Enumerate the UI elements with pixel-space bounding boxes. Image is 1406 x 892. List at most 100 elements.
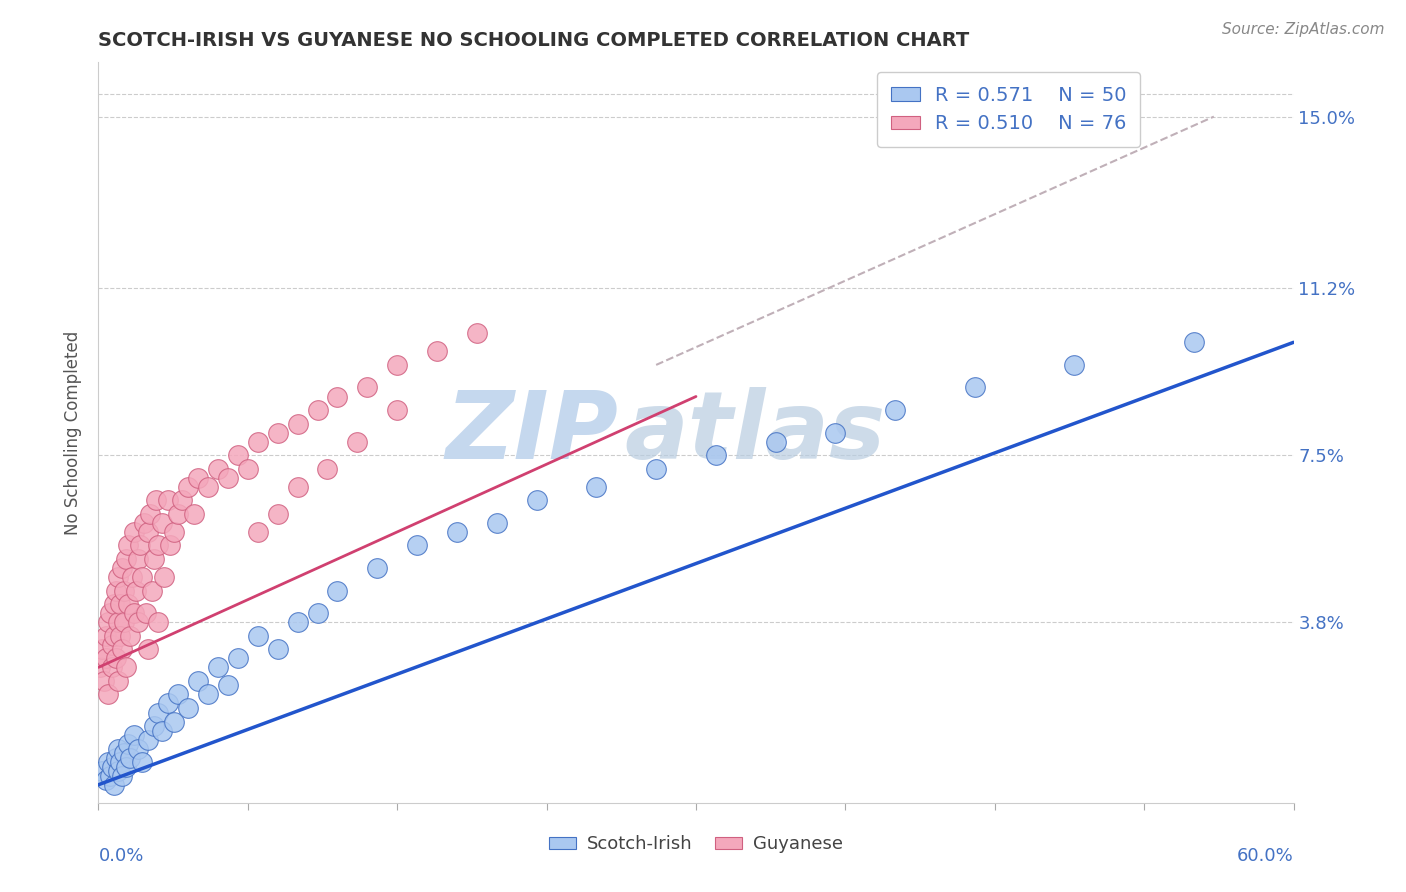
Point (103, 597, 125, 611)
Point (704, 448, 727, 462)
Point (316, 461, 339, 475)
Point (226, 448, 249, 462)
Point (177, 701, 200, 715)
Point (139, 507, 162, 521)
Point (111, 561, 134, 575)
Point (465, 326, 488, 341)
Point (326, 390, 349, 404)
Point (117, 737, 139, 751)
Point (96, 629, 118, 643)
Text: Source: ZipAtlas.com: Source: ZipAtlas.com (1222, 22, 1385, 37)
Point (187, 673, 209, 688)
Point (124, 524, 146, 539)
Point (346, 434, 368, 449)
Point (129, 539, 152, 553)
Point (246, 629, 269, 643)
Point (207, 461, 229, 475)
Point (121, 570, 143, 584)
Point (385, 403, 409, 417)
Point (267, 425, 290, 440)
Point (143, 719, 166, 733)
Point (307, 403, 329, 417)
Point (167, 507, 190, 521)
Point (287, 417, 309, 431)
Point (105, 651, 128, 665)
Point (267, 507, 290, 521)
Point (135, 606, 157, 620)
Point (287, 615, 309, 630)
Point (97, 755, 120, 769)
Point (105, 750, 128, 764)
Point (426, 344, 449, 359)
Point (153, 570, 176, 584)
Point (124, 606, 146, 620)
Point (159, 539, 181, 553)
Point (131, 570, 153, 584)
Point (236, 461, 259, 475)
Point (97, 688, 120, 702)
Point (112, 615, 135, 630)
Point (356, 380, 378, 394)
Point (217, 471, 239, 485)
Point (105, 583, 128, 598)
Point (177, 480, 200, 494)
Point (167, 688, 190, 702)
Point (267, 642, 290, 657)
Point (107, 673, 129, 688)
Point (187, 471, 209, 485)
Y-axis label: No Schooling Completed: No Schooling Completed (65, 331, 83, 534)
Point (406, 539, 429, 553)
Point (226, 651, 249, 665)
Point (127, 552, 149, 566)
Point (446, 524, 468, 539)
Point (93, 673, 115, 688)
Point (96, 651, 118, 665)
Point (125, 583, 148, 598)
Point (110, 755, 132, 769)
Legend: R = 0.571    N = 50, R = 0.510    N = 76: R = 0.571 N = 50, R = 0.510 N = 76 (877, 72, 1140, 147)
Point (148, 615, 170, 630)
Point (148, 539, 170, 553)
Point (110, 629, 132, 643)
Text: ZIP: ZIP (446, 386, 619, 479)
Point (120, 750, 142, 764)
Point (526, 493, 548, 508)
Point (117, 539, 139, 553)
Point (127, 741, 149, 756)
Text: SCOTCH-IRISH VS GUYANESE NO SCHOOLING COMPLETED CORRELATION CHART: SCOTCH-IRISH VS GUYANESE NO SCHOOLING CO… (98, 30, 970, 50)
Point (136, 642, 159, 657)
Point (111, 769, 134, 783)
Point (96, 773, 118, 788)
Point (246, 434, 269, 449)
Point (217, 678, 239, 692)
Point (765, 434, 787, 449)
Point (98, 606, 122, 620)
Point (103, 778, 125, 792)
Point (107, 764, 129, 779)
Point (117, 597, 139, 611)
Point (112, 746, 135, 760)
Point (207, 660, 229, 674)
Point (172, 493, 194, 508)
Point (157, 493, 180, 508)
Point (246, 524, 269, 539)
Point (110, 597, 132, 611)
Point (98, 769, 122, 783)
Point (136, 732, 159, 747)
Point (585, 480, 607, 494)
Point (107, 615, 129, 630)
Point (150, 516, 173, 530)
Text: atlas: atlas (624, 386, 886, 479)
Point (91, 642, 114, 657)
Point (645, 461, 668, 475)
Point (124, 728, 146, 742)
Point (485, 516, 508, 530)
Point (127, 615, 149, 630)
Point (884, 403, 907, 417)
Point (183, 507, 205, 521)
Point (141, 583, 163, 598)
Point (163, 714, 186, 729)
Point (163, 524, 186, 539)
Point (91, 764, 114, 779)
Point (115, 760, 138, 774)
